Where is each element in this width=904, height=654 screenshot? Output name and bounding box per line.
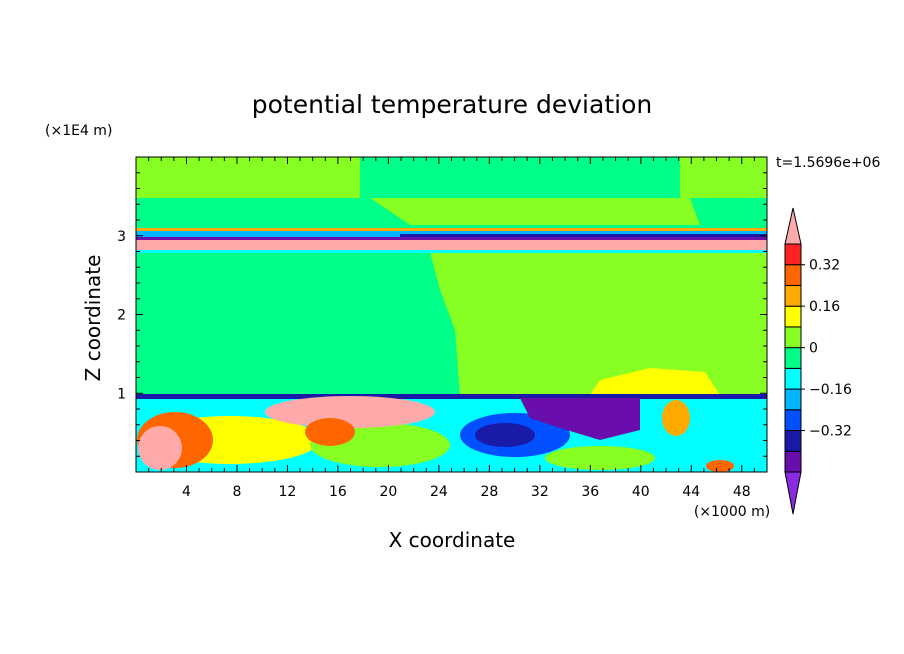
mid-yellow-patch bbox=[590, 368, 720, 395]
warm-plume-core bbox=[305, 418, 355, 446]
x-tick-label: 48 bbox=[733, 484, 751, 500]
colorbar-label: −0.32 bbox=[809, 424, 852, 440]
colorbar-min-triangle bbox=[784, 471, 802, 515]
colorbar-swatch bbox=[784, 264, 802, 286]
colorbar-swatch bbox=[784, 388, 802, 411]
colorbar-label: 0.16 bbox=[809, 299, 840, 315]
y-tick-label: 1 bbox=[117, 386, 126, 402]
x-tick-label: 36 bbox=[581, 484, 599, 500]
x-tick-label: 8 bbox=[232, 484, 241, 500]
y-axis-label: Z coordinate bbox=[81, 255, 105, 382]
x-tick-label: 12 bbox=[279, 484, 297, 500]
x-axis-ticks: 4 8 12 16 20 24 28 32 36 40 44 48 bbox=[148, 157, 755, 500]
cold-pool bbox=[520, 398, 640, 440]
colorbar-max-triangle bbox=[784, 207, 802, 245]
colorbar-label: −0.16 bbox=[809, 382, 852, 398]
upper-cyan-line bbox=[136, 250, 767, 253]
x-tick-label: 16 bbox=[329, 484, 347, 500]
navy-eddy bbox=[475, 423, 535, 447]
x-axis-label: X coordinate bbox=[389, 528, 516, 552]
colorbar-swatch bbox=[784, 347, 802, 369]
colorbar-swatch bbox=[784, 430, 802, 452]
mid-positive-region bbox=[430, 252, 767, 395]
colorbar-swatch bbox=[784, 326, 802, 349]
colorbar-swatch bbox=[784, 284, 802, 307]
lower-navy-line bbox=[136, 394, 767, 399]
x-tick-label: 28 bbox=[480, 484, 498, 500]
y-tick-label: 3 bbox=[117, 229, 126, 245]
y-tick-label: 2 bbox=[117, 308, 126, 324]
colorbar-swatch bbox=[784, 305, 802, 328]
x-tick-label: 44 bbox=[682, 484, 700, 500]
x-tick-label: 40 bbox=[632, 484, 650, 500]
green-eddy-right bbox=[545, 446, 655, 470]
colorbar-swatch bbox=[784, 409, 802, 432]
upper-positive-region bbox=[136, 157, 767, 198]
x-tick-label: 4 bbox=[182, 484, 191, 500]
warm-patch-bottom-right bbox=[706, 460, 734, 472]
colorbar-label: 0 bbox=[809, 341, 818, 357]
y-unit-label: (×1E4 m) bbox=[45, 123, 112, 139]
x-unit-label: (×1000 m) bbox=[694, 504, 770, 520]
colorbar: 0.32 0.16 0 −0.16 −0.32 bbox=[784, 207, 852, 515]
y-axis-ticks: 1 2 3 bbox=[117, 172, 767, 457]
x-tick-label: 32 bbox=[531, 484, 549, 500]
colorbar-swatch bbox=[784, 450, 802, 473]
warm-column bbox=[662, 400, 690, 436]
x-tick-label: 24 bbox=[430, 484, 448, 500]
time-label: t=1.5696e+06 bbox=[776, 155, 880, 171]
pink-eddy-left bbox=[138, 426, 182, 470]
upper-pink-band bbox=[136, 240, 767, 250]
x-tick-label: 20 bbox=[379, 484, 397, 500]
colorbar-swatch bbox=[784, 367, 802, 390]
colorbar-label: 0.32 bbox=[809, 258, 840, 274]
warm-plume bbox=[265, 396, 435, 428]
chart-title: potential temperature deviation bbox=[252, 90, 652, 119]
colorbar-swatch bbox=[784, 243, 802, 266]
contour-field bbox=[136, 157, 767, 472]
upper-positive-wedge bbox=[370, 198, 700, 225]
